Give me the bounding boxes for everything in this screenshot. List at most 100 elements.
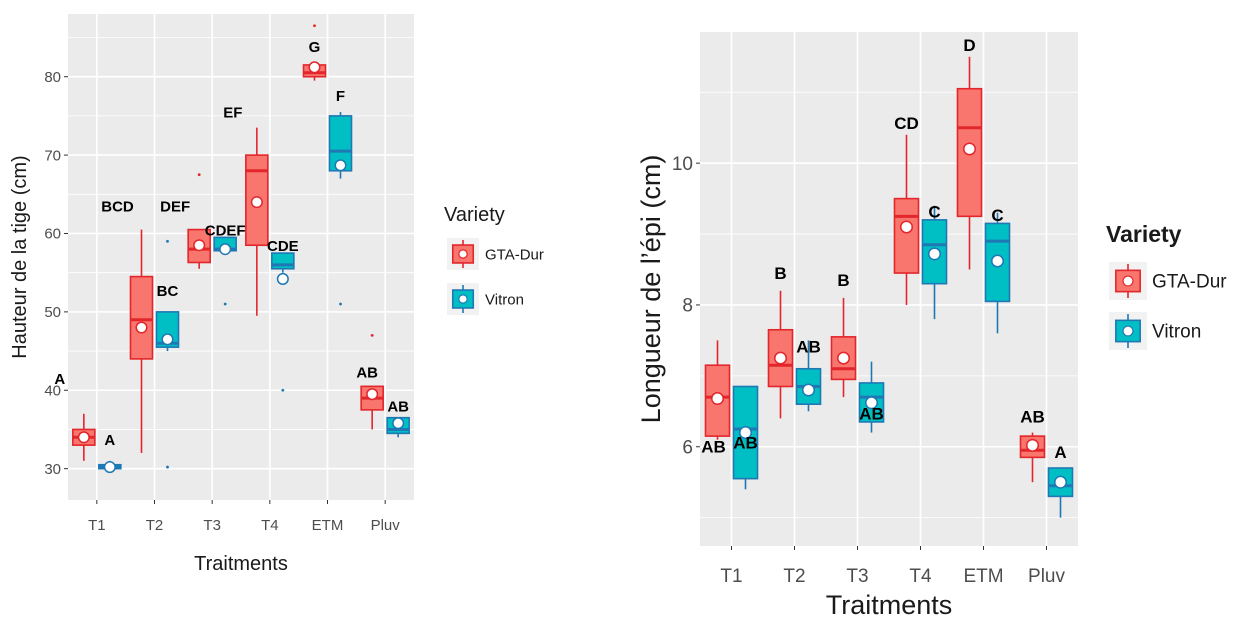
x-tick-label: ETM: [963, 566, 1003, 587]
boxplot-gta-dur-t2: B: [767, 264, 794, 419]
mean-point: [710, 392, 725, 406]
significance-label: B: [774, 264, 786, 283]
y-tick-label: 6: [682, 437, 693, 458]
mean-point: [392, 417, 405, 430]
boxplot-gta-dur-etm: G: [302, 24, 327, 81]
legend-key-gta-dur: [447, 238, 479, 270]
x-tick-label: Pluv: [1028, 566, 1065, 587]
box-iqr: [129, 275, 154, 360]
significance-label: F: [336, 88, 345, 105]
boxplot-gta-dur-t4: CD: [893, 114, 920, 305]
mean-point: [1053, 475, 1068, 489]
significance-label: AB: [796, 337, 821, 356]
boxplot-gta-dur-t3: B: [830, 271, 857, 398]
legend-key-vitron: [1109, 312, 1147, 350]
boxplot-gta-dur-t4: EF: [223, 105, 269, 316]
mean-point: [276, 272, 289, 285]
x-tick-label: T1: [88, 517, 106, 534]
legend-label: GTA-Dur: [1152, 272, 1227, 293]
significance-label: BCD: [101, 199, 134, 216]
outlier-point: [339, 302, 342, 306]
significance-label: AB: [387, 399, 409, 416]
significance-label: DEF: [160, 199, 190, 216]
boxplot-vitron-t3: CDEF: [205, 222, 246, 306]
mean-point: [334, 159, 347, 172]
mean-point: [899, 220, 914, 234]
significance-label: C: [928, 203, 940, 222]
boxplot-gta-dur-t3: DEF: [160, 173, 211, 269]
outlier-point: [281, 388, 285, 392]
boxplot-gta-dur-etm: D: [956, 36, 983, 270]
boxplot-gta-dur-pluv: AB: [1019, 408, 1046, 483]
x-tick-label: T2: [146, 517, 164, 534]
x-tick-label: T2: [783, 566, 805, 587]
x-tick-label: ETM: [312, 517, 344, 534]
boxplot-gta-dur-t1: AB: [701, 340, 731, 456]
significance-label: AB: [1020, 408, 1045, 427]
x-tick-label: T3: [846, 566, 868, 587]
y-axis-title: Longueur de l’épi (cm): [636, 155, 666, 424]
y-tick-label: 70: [44, 147, 61, 164]
significance-label: AB: [356, 364, 378, 381]
y-tick-label: 10: [672, 154, 693, 175]
y-tick-label: 80: [44, 69, 61, 86]
significance-label: C: [991, 206, 1003, 225]
boxplot-vitron-etm: C: [984, 206, 1011, 334]
legend-label: Vitron: [485, 291, 524, 308]
x-tick-label: Pluv: [371, 517, 401, 534]
mean-point: [927, 247, 942, 261]
mean-point: [990, 254, 1005, 268]
outlier-point: [313, 24, 316, 28]
legend-key-gta-dur: [1109, 262, 1147, 300]
boxplot-vitron-t1: AB: [732, 385, 759, 490]
outlier-point: [166, 465, 169, 469]
boxplot-gta-dur-t2: BCD: [101, 199, 154, 453]
boxplot-vitron-t4: CDE: [267, 238, 299, 392]
y-axis-title: Hauteur de la tige (cm): [9, 155, 31, 358]
significance-label: AB: [859, 405, 884, 424]
x-tick-label: T4: [909, 566, 932, 587]
mean-point: [193, 239, 206, 252]
legend-label: Vitron: [1152, 322, 1201, 343]
y-tick-label: 60: [44, 226, 61, 243]
y-tick-label: 50: [44, 304, 61, 321]
mean-point: [864, 396, 879, 410]
mean-point: [308, 61, 321, 74]
mean-point: [738, 426, 753, 440]
legend-key-point: [1122, 275, 1134, 287]
box-iqr: [921, 219, 948, 285]
significance-label: CDE: [267, 238, 299, 255]
mean-point: [962, 142, 977, 156]
boxplot-vitron-pluv: AB: [386, 399, 410, 438]
mean-point: [135, 321, 148, 334]
legend-key-point: [458, 294, 468, 304]
boxplot-gta-dur-pluv: AB: [356, 333, 384, 430]
mean-point: [836, 351, 851, 365]
legend-title: Variety: [444, 204, 505, 226]
mean-point: [801, 383, 816, 397]
mean-point: [161, 333, 174, 346]
significance-label: A: [1054, 443, 1066, 462]
plot-panel: [68, 14, 414, 500]
significance-label: AB: [701, 437, 726, 456]
x-axis-title: Traitments: [194, 553, 288, 575]
x-axis-title: Traitments: [826, 590, 953, 620]
legend-label: GTA-Dur: [485, 246, 544, 263]
mean-point: [77, 431, 90, 444]
outlier-point: [166, 239, 169, 243]
outlier-point: [370, 333, 374, 337]
chart-ear-length: 6 8 10 T1 T2 T3 T4 ETM Pluv AB B B CD D AB AB AB AB C C A Tra…: [636, 32, 1227, 620]
boxplot-vitron-etm: F: [328, 88, 353, 306]
significance-label: EF: [223, 105, 242, 122]
significance-label: A: [54, 371, 65, 388]
plot-panel: [700, 32, 1078, 546]
boxplot-gta-dur-t1: A: [54, 371, 96, 461]
boxplot-vitron-t3: AB: [858, 361, 885, 433]
x-tick-label: T1: [720, 566, 742, 587]
mean-point: [366, 388, 379, 401]
significance-label: AB: [733, 433, 758, 452]
significance-label: CDEF: [205, 222, 246, 239]
boxplot-vitron-t4: C: [921, 203, 948, 320]
boxplot-vitron-t2: AB: [795, 337, 822, 412]
